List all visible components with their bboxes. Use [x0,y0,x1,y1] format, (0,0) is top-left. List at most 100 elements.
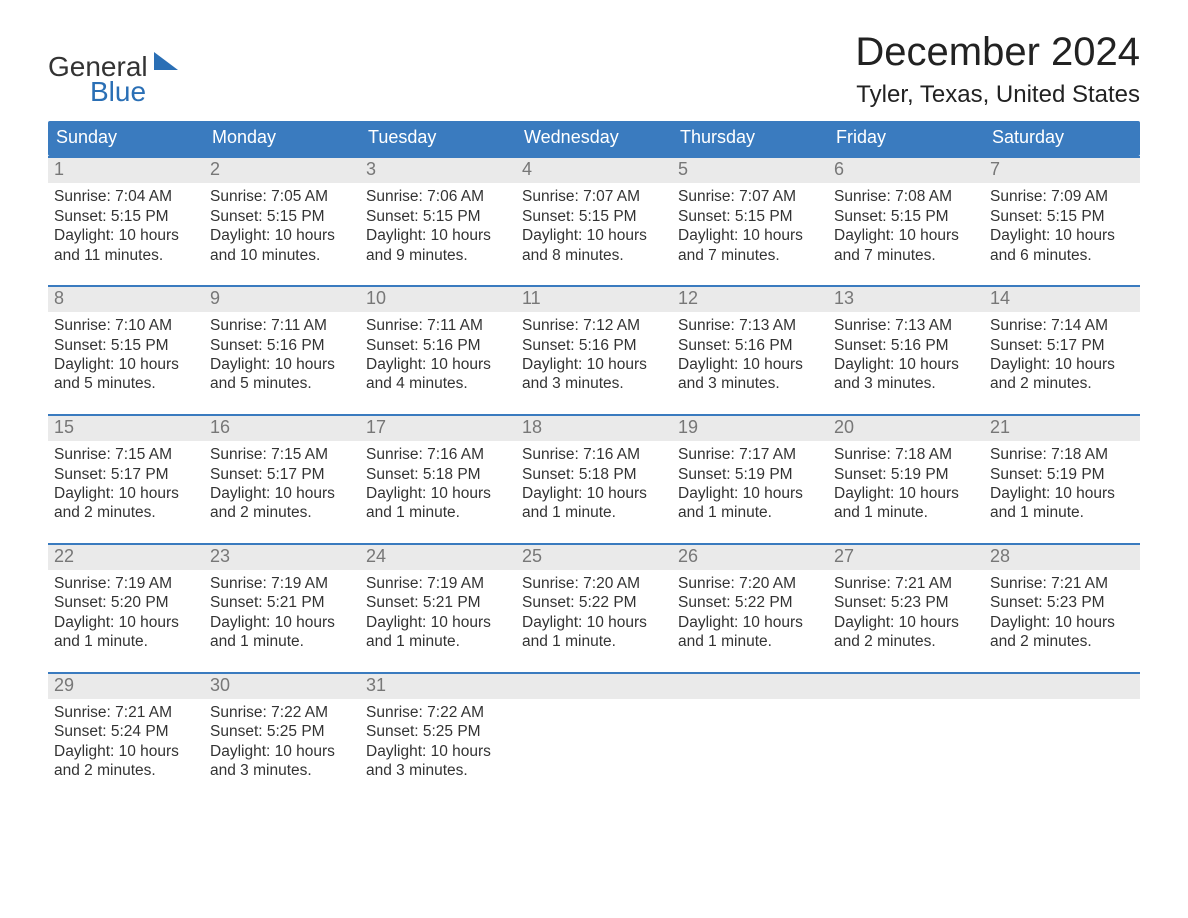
day-cell: 1Sunrise: 7:04 AMSunset: 5:15 PMDaylight… [48,158,204,271]
day-number: 5 [672,158,828,183]
day-body: Sunrise: 7:05 AMSunset: 5:15 PMDaylight:… [204,183,360,265]
day-number: 2 [204,158,360,183]
day-sunrise: Sunrise: 7:20 AM [678,574,822,593]
day-sunset: Sunset: 5:20 PM [54,593,198,612]
day-sunset: Sunset: 5:15 PM [54,207,198,226]
day-cell [984,674,1140,787]
day-daylight2: and 1 minute. [366,503,510,522]
day-number: 19 [672,416,828,441]
day-sunrise: Sunrise: 7:19 AM [366,574,510,593]
day-daylight2: and 1 minute. [522,632,666,651]
day-body: Sunrise: 7:16 AMSunset: 5:18 PMDaylight:… [360,441,516,523]
day-cell: 10Sunrise: 7:11 AMSunset: 5:16 PMDayligh… [360,287,516,400]
day-cell: 2Sunrise: 7:05 AMSunset: 5:15 PMDaylight… [204,158,360,271]
day-number: 6 [828,158,984,183]
day-daylight2: and 1 minute. [834,503,978,522]
day-sunrise: Sunrise: 7:13 AM [834,316,978,335]
day-body: Sunrise: 7:19 AMSunset: 5:20 PMDaylight:… [48,570,204,652]
day-number: 3 [360,158,516,183]
day-sunrise: Sunrise: 7:21 AM [834,574,978,593]
day-cell: 26Sunrise: 7:20 AMSunset: 5:22 PMDayligh… [672,545,828,658]
day-body: Sunrise: 7:12 AMSunset: 5:16 PMDaylight:… [516,312,672,394]
day-daylight1: Daylight: 10 hours [366,613,510,632]
day-sunset: Sunset: 5:19 PM [990,465,1134,484]
day-sunrise: Sunrise: 7:05 AM [210,187,354,206]
day-cell: 19Sunrise: 7:17 AMSunset: 5:19 PMDayligh… [672,416,828,529]
day-daylight1: Daylight: 10 hours [990,355,1134,374]
day-number: 7 [984,158,1140,183]
day-sunrise: Sunrise: 7:16 AM [522,445,666,464]
day-daylight2: and 1 minute. [210,632,354,651]
day-daylight1: Daylight: 10 hours [522,484,666,503]
day-header-row: Sunday Monday Tuesday Wednesday Thursday… [48,121,1140,156]
day-daylight2: and 3 minutes. [210,761,354,780]
day-sunrise: Sunrise: 7:15 AM [54,445,198,464]
day-sunset: Sunset: 5:18 PM [522,465,666,484]
day-daylight2: and 3 minutes. [366,761,510,780]
week-row: 22Sunrise: 7:19 AMSunset: 5:20 PMDayligh… [48,543,1140,658]
day-body: Sunrise: 7:15 AMSunset: 5:17 PMDaylight:… [204,441,360,523]
day-body: Sunrise: 7:20 AMSunset: 5:22 PMDaylight:… [672,570,828,652]
day-daylight1: Daylight: 10 hours [210,355,354,374]
day-sunset: Sunset: 5:16 PM [522,336,666,355]
day-daylight2: and 5 minutes. [54,374,198,393]
day-body: Sunrise: 7:19 AMSunset: 5:21 PMDaylight:… [204,570,360,652]
day-number: 23 [204,545,360,570]
day-daylight1: Daylight: 10 hours [522,355,666,374]
day-header-sunday: Sunday [48,121,204,156]
day-daylight1: Daylight: 10 hours [54,355,198,374]
day-body: Sunrise: 7:11 AMSunset: 5:16 PMDaylight:… [204,312,360,394]
day-daylight1: Daylight: 10 hours [210,226,354,245]
day-daylight2: and 4 minutes. [366,374,510,393]
day-sunset: Sunset: 5:19 PM [834,465,978,484]
day-body: Sunrise: 7:14 AMSunset: 5:17 PMDaylight:… [984,312,1140,394]
day-body: Sunrise: 7:15 AMSunset: 5:17 PMDaylight:… [48,441,204,523]
day-number: 4 [516,158,672,183]
day-cell: 4Sunrise: 7:07 AMSunset: 5:15 PMDaylight… [516,158,672,271]
day-daylight2: and 1 minute. [522,503,666,522]
day-body: Sunrise: 7:16 AMSunset: 5:18 PMDaylight:… [516,441,672,523]
day-header-monday: Monday [204,121,360,156]
day-cell [672,674,828,787]
day-number [984,674,1140,699]
day-number: 12 [672,287,828,312]
day-number: 15 [48,416,204,441]
day-daylight2: and 1 minute. [54,632,198,651]
day-sunset: Sunset: 5:15 PM [990,207,1134,226]
day-cell: 7Sunrise: 7:09 AMSunset: 5:15 PMDaylight… [984,158,1140,271]
day-number: 24 [360,545,516,570]
day-sunrise: Sunrise: 7:16 AM [366,445,510,464]
day-sunset: Sunset: 5:15 PM [678,207,822,226]
day-sunset: Sunset: 5:15 PM [366,207,510,226]
day-body: Sunrise: 7:08 AMSunset: 5:15 PMDaylight:… [828,183,984,265]
day-daylight1: Daylight: 10 hours [834,226,978,245]
day-daylight2: and 1 minute. [678,503,822,522]
day-daylight2: and 8 minutes. [522,246,666,265]
day-body: Sunrise: 7:20 AMSunset: 5:22 PMDaylight:… [516,570,672,652]
day-sunset: Sunset: 5:15 PM [210,207,354,226]
day-sunrise: Sunrise: 7:22 AM [366,703,510,722]
day-daylight1: Daylight: 10 hours [366,742,510,761]
day-sunrise: Sunrise: 7:21 AM [54,703,198,722]
day-body: Sunrise: 7:07 AMSunset: 5:15 PMDaylight:… [672,183,828,265]
day-daylight2: and 2 minutes. [210,503,354,522]
day-sunset: Sunset: 5:16 PM [210,336,354,355]
day-sunset: Sunset: 5:16 PM [834,336,978,355]
day-sunrise: Sunrise: 7:10 AM [54,316,198,335]
day-daylight2: and 1 minute. [678,632,822,651]
day-daylight2: and 6 minutes. [990,246,1134,265]
day-daylight1: Daylight: 10 hours [834,484,978,503]
day-number: 9 [204,287,360,312]
day-daylight1: Daylight: 10 hours [522,226,666,245]
day-daylight1: Daylight: 10 hours [678,355,822,374]
week-row: 1Sunrise: 7:04 AMSunset: 5:15 PMDaylight… [48,156,1140,271]
logo: General Blue [48,30,180,107]
day-number: 16 [204,416,360,441]
day-daylight1: Daylight: 10 hours [990,226,1134,245]
day-sunrise: Sunrise: 7:07 AM [522,187,666,206]
day-number: 21 [984,416,1140,441]
day-daylight2: and 2 minutes. [834,632,978,651]
day-daylight1: Daylight: 10 hours [678,613,822,632]
day-daylight2: and 3 minutes. [678,374,822,393]
day-header-wednesday: Wednesday [516,121,672,156]
